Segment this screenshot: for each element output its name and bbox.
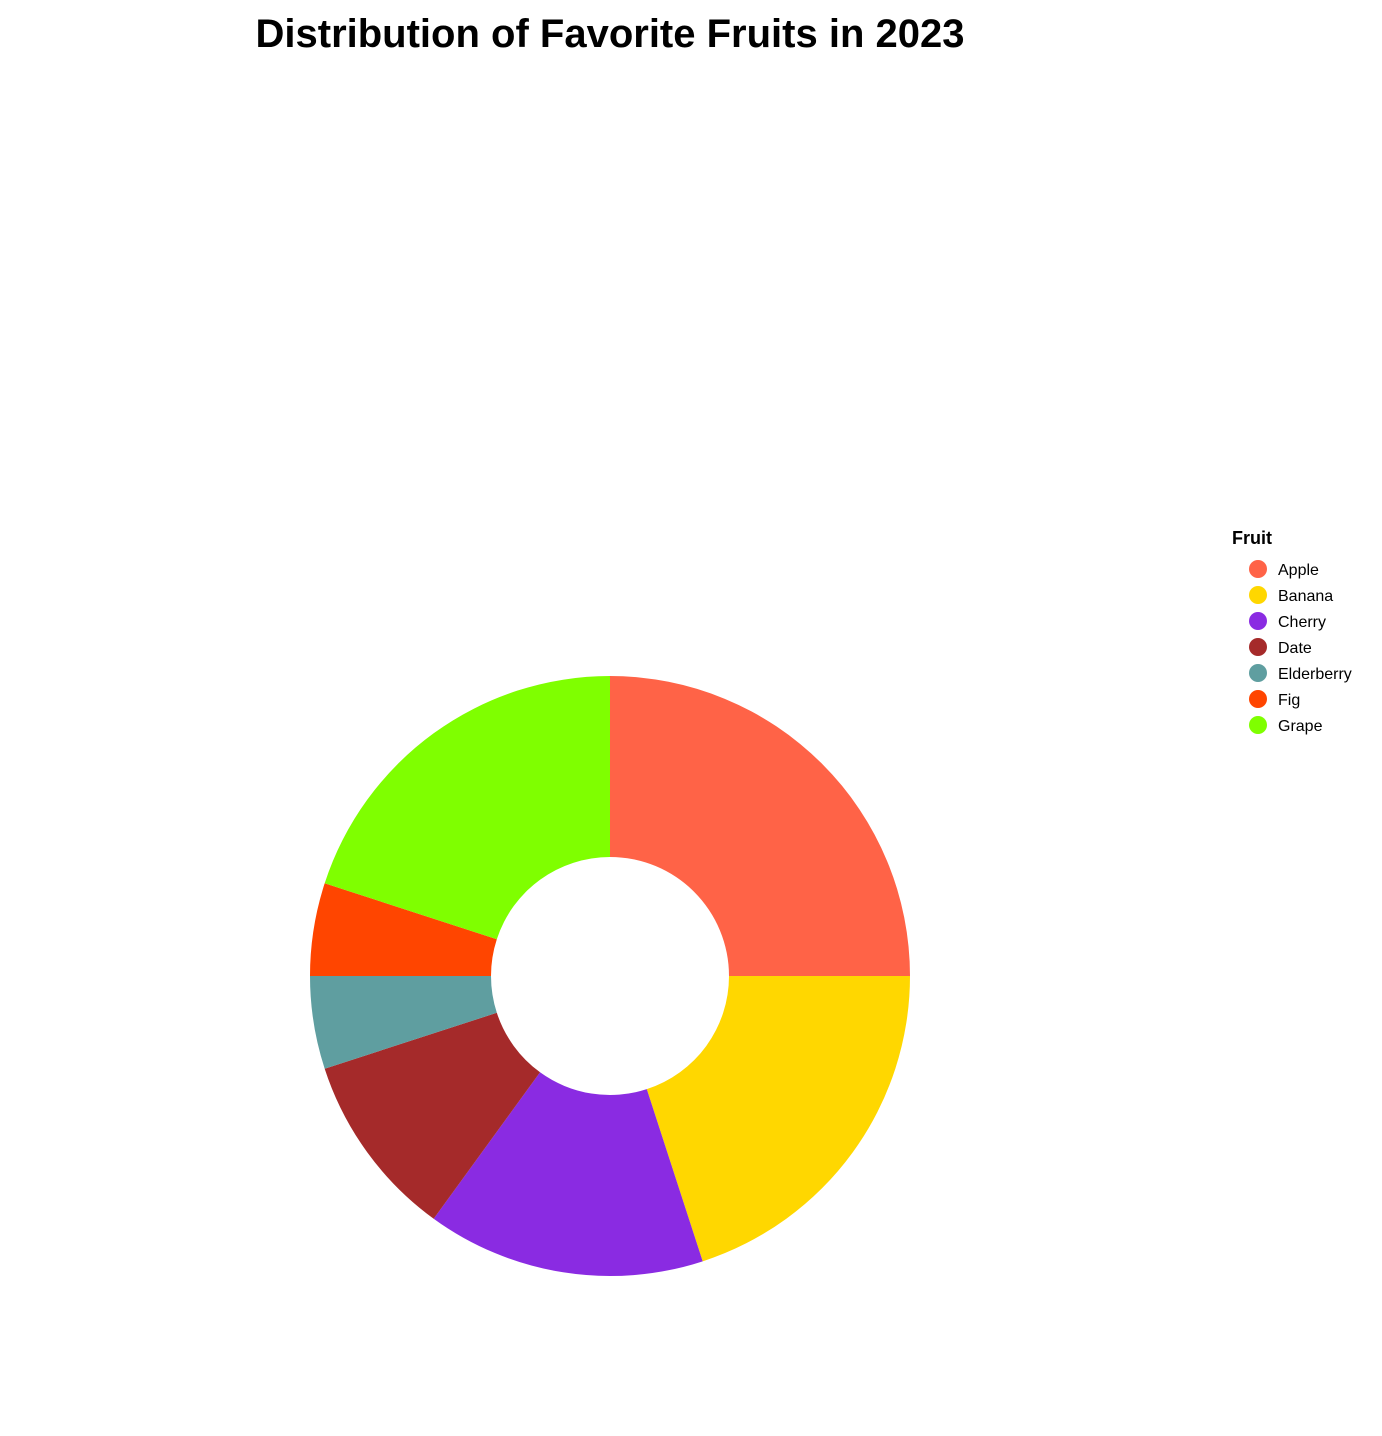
legend-label-elderberry: Elderberry [1278, 666, 1352, 683]
legend-swatch-fig [1249, 690, 1267, 708]
legend-swatch-cherry [1249, 612, 1267, 630]
legend-item-cherry: Cherry [1249, 612, 1326, 631]
legend-swatch-date [1249, 638, 1267, 656]
legend-label-grape: Grape [1278, 718, 1323, 735]
legend-label-apple: Apple [1278, 562, 1319, 579]
legend-item-elderberry: Elderberry [1249, 664, 1352, 683]
legend-swatch-apple [1249, 560, 1267, 578]
legend-item-banana: Banana [1249, 586, 1333, 605]
legend-label-cherry: Cherry [1278, 614, 1326, 631]
legend-label-banana: Banana [1278, 588, 1333, 605]
legend: Fruit Apple Banana Cherry Date Elderberry Fig… [1232, 528, 1352, 735]
legend-swatch-banana [1249, 586, 1267, 604]
legend-title: Fruit [1232, 528, 1272, 548]
pie-slices [310, 676, 910, 1276]
legend-swatch-elderberry [1249, 664, 1267, 682]
legend-item-apple: Apple [1249, 560, 1319, 579]
legend-swatch-grape [1249, 716, 1267, 734]
legend-label-date: Date [1278, 640, 1312, 657]
legend-item-grape: Grape [1249, 716, 1323, 735]
legend-item-date: Date [1249, 638, 1312, 657]
legend-item-fig: Fig [1249, 690, 1300, 709]
slice-apple [610, 676, 910, 976]
legend-items: Apple Banana Cherry Date Elderberry Fig Grape [1249, 560, 1352, 735]
legend-label-fig: Fig [1278, 692, 1300, 709]
